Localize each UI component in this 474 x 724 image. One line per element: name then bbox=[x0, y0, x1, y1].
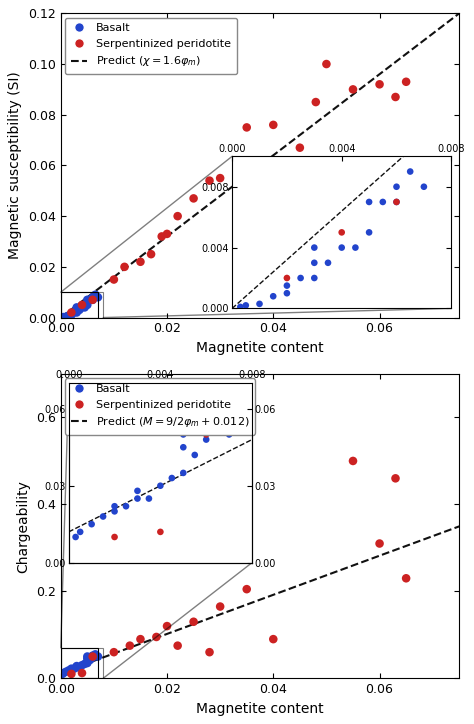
Bar bbox=[61, 292, 103, 318]
Bar bbox=[61, 648, 103, 678]
Point bbox=[89, 294, 96, 306]
Point bbox=[75, 304, 83, 316]
Point bbox=[163, 620, 171, 632]
Point bbox=[243, 584, 251, 595]
Point bbox=[81, 658, 89, 670]
Point bbox=[73, 304, 81, 316]
Point bbox=[65, 310, 73, 321]
Point bbox=[121, 261, 128, 273]
Point bbox=[110, 647, 118, 658]
Point bbox=[62, 311, 70, 323]
Point bbox=[190, 616, 197, 628]
Point bbox=[73, 302, 81, 313]
Point bbox=[349, 455, 357, 467]
Point bbox=[75, 662, 83, 673]
Bar bbox=[61, 292, 98, 318]
Legend: Basalt, Serpentinized peridotite, Predict ($M = 9/2\varphi_m + 0.012$): Basalt, Serpentinized peridotite, Predic… bbox=[65, 379, 255, 434]
Y-axis label: Chargeability: Chargeability bbox=[16, 480, 30, 573]
Point bbox=[216, 172, 224, 184]
Point bbox=[312, 96, 319, 108]
Point bbox=[83, 653, 91, 665]
Point bbox=[78, 668, 86, 679]
X-axis label: Magnetite content: Magnetite content bbox=[196, 702, 324, 715]
Point bbox=[89, 294, 96, 306]
Point bbox=[126, 640, 134, 652]
Point bbox=[68, 307, 75, 319]
Point bbox=[68, 308, 75, 319]
Point bbox=[402, 76, 410, 88]
Point bbox=[68, 663, 75, 675]
Point bbox=[190, 193, 197, 204]
Point bbox=[206, 647, 213, 658]
Point bbox=[78, 299, 86, 311]
Point bbox=[78, 302, 86, 313]
Point bbox=[392, 473, 399, 484]
Point bbox=[73, 307, 81, 319]
Point bbox=[392, 91, 399, 103]
Point bbox=[86, 654, 94, 666]
Point bbox=[349, 83, 357, 95]
Point bbox=[60, 311, 67, 323]
Point bbox=[68, 309, 75, 321]
Point bbox=[86, 294, 94, 306]
Point bbox=[110, 274, 118, 285]
Point bbox=[91, 289, 99, 300]
Point bbox=[62, 666, 70, 678]
Point bbox=[59, 668, 66, 680]
Point bbox=[94, 651, 102, 662]
Point bbox=[91, 649, 99, 660]
Point bbox=[68, 664, 75, 675]
Legend: Basalt, Serpentinized peridotite, Predict ($\chi = 1.6\varphi_m$): Basalt, Serpentinized peridotite, Predic… bbox=[65, 18, 237, 74]
Point bbox=[68, 668, 75, 680]
Y-axis label: Magnetic susceptibility (SI): Magnetic susceptibility (SI) bbox=[9, 72, 22, 259]
Point bbox=[65, 665, 73, 676]
Point bbox=[158, 231, 165, 243]
Point bbox=[89, 650, 96, 662]
Point bbox=[174, 211, 182, 222]
Point bbox=[137, 634, 144, 645]
Point bbox=[376, 538, 383, 550]
Point bbox=[323, 58, 330, 70]
Point bbox=[70, 663, 78, 675]
Point bbox=[376, 78, 383, 90]
Point bbox=[174, 640, 182, 652]
Point bbox=[83, 299, 91, 311]
Point bbox=[89, 292, 96, 303]
Point bbox=[89, 651, 96, 662]
X-axis label: Magnetite content: Magnetite content bbox=[196, 341, 324, 355]
Point bbox=[73, 662, 81, 673]
Point bbox=[153, 631, 160, 643]
Point bbox=[206, 175, 213, 187]
Point bbox=[59, 311, 66, 323]
Point bbox=[243, 122, 251, 133]
Point bbox=[216, 601, 224, 613]
Point bbox=[73, 660, 81, 672]
Point bbox=[83, 651, 91, 662]
Point bbox=[89, 652, 96, 663]
Point bbox=[60, 668, 67, 679]
Point bbox=[83, 294, 91, 306]
Point bbox=[270, 119, 277, 130]
Point bbox=[270, 634, 277, 645]
Point bbox=[163, 228, 171, 240]
Bar bbox=[61, 648, 98, 678]
Point bbox=[402, 573, 410, 584]
Point bbox=[81, 302, 89, 313]
Point bbox=[296, 142, 304, 153]
Point bbox=[137, 256, 144, 268]
Point bbox=[83, 657, 91, 669]
Point bbox=[70, 307, 78, 319]
Point bbox=[78, 660, 86, 671]
Point bbox=[147, 248, 155, 260]
Point bbox=[94, 292, 102, 303]
